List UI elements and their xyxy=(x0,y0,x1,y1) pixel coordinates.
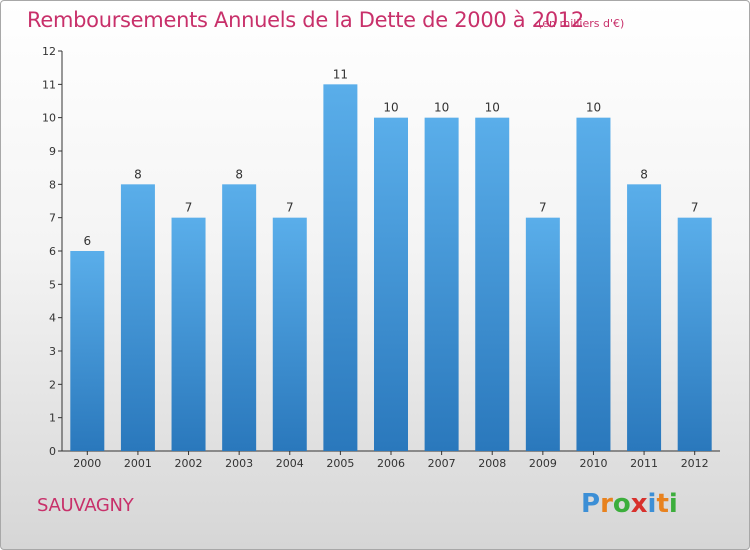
logo-letter: r xyxy=(600,489,613,519)
y-tick-label: 0 xyxy=(49,445,56,458)
y-tick-label: 4 xyxy=(49,312,56,325)
bar xyxy=(677,217,712,451)
bar-value-label: 8 xyxy=(235,167,243,181)
y-tick-label: 3 xyxy=(49,345,56,358)
bar-value-label: 8 xyxy=(640,167,648,181)
x-tick-label: 2010 xyxy=(579,457,607,470)
bar-value-label: 11 xyxy=(333,67,348,81)
y-tick-label: 2 xyxy=(49,378,56,391)
x-tick-label: 2012 xyxy=(681,457,709,470)
chart-unit: (en milliers d'€) xyxy=(538,17,625,30)
bar xyxy=(374,117,408,452)
y-tick-label: 11 xyxy=(42,78,56,91)
logo-letter: i xyxy=(668,489,678,519)
logo-letter: P xyxy=(581,489,601,519)
x-tick-label: 2008 xyxy=(478,457,506,470)
proxiti-logo: Proxiti xyxy=(581,489,678,519)
bar xyxy=(171,217,206,451)
bar-value-label: 7 xyxy=(286,201,294,215)
place-name: SAUVAGNY xyxy=(37,495,134,516)
bar-value-label: 8 xyxy=(134,167,142,181)
x-tick-label: 2006 xyxy=(377,457,405,470)
x-tick-label: 2003 xyxy=(225,457,253,470)
bar xyxy=(222,184,257,452)
y-tick-label: 12 xyxy=(42,45,56,58)
logo-letter: o xyxy=(612,489,631,519)
bar xyxy=(70,251,105,451)
x-tick-label: 2000 xyxy=(73,457,101,470)
chart-title: Remboursements Annuels de la Dette de 20… xyxy=(27,8,584,32)
y-tick-label: 10 xyxy=(42,112,56,125)
y-tick-label: 7 xyxy=(49,212,56,225)
bar xyxy=(272,217,307,451)
bar xyxy=(576,117,611,452)
bar-value-label: 7 xyxy=(691,201,699,215)
x-tick-label: 2007 xyxy=(428,457,456,470)
x-tick-label: 2001 xyxy=(124,457,152,470)
bar-value-label: 10 xyxy=(586,101,601,115)
bar-value-label: 6 xyxy=(83,234,91,248)
y-tick-label: 9 xyxy=(49,145,56,158)
bar xyxy=(525,217,560,451)
logo-letter: i xyxy=(647,489,657,519)
x-tick-label: 2004 xyxy=(276,457,304,470)
logo-letter: x xyxy=(630,489,648,519)
x-tick-label: 2009 xyxy=(529,457,557,470)
bar-value-label: 7 xyxy=(185,201,193,215)
bar xyxy=(424,117,459,452)
bar-value-label: 10 xyxy=(485,101,500,115)
y-tick-label: 8 xyxy=(49,178,56,191)
x-tick-label: 2005 xyxy=(326,457,354,470)
x-tick-label: 2011 xyxy=(630,457,658,470)
y-tick-label: 6 xyxy=(49,245,56,258)
logo-letter: t xyxy=(656,489,669,519)
y-tick-label: 5 xyxy=(49,278,56,291)
bar-value-label: 10 xyxy=(383,101,398,115)
bar xyxy=(323,84,358,451)
bar-value-label: 10 xyxy=(434,101,449,115)
x-tick-label: 2002 xyxy=(175,457,203,470)
bar xyxy=(475,117,510,452)
bar-value-label: 7 xyxy=(539,201,547,215)
bar xyxy=(120,184,155,452)
y-tick-label: 1 xyxy=(49,412,56,425)
bar xyxy=(627,184,662,452)
